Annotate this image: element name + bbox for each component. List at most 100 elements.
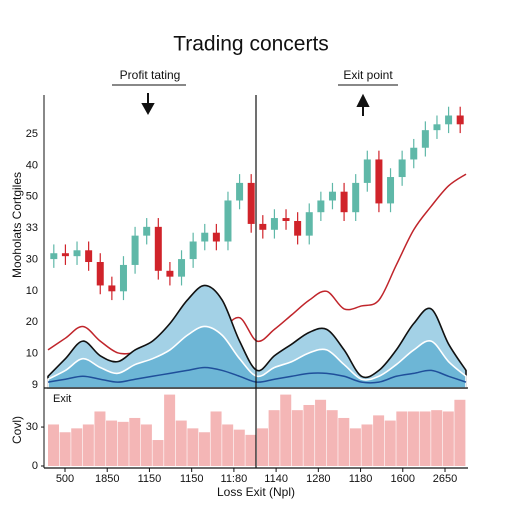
bar <box>94 411 106 466</box>
candle-body <box>410 147 418 160</box>
bar <box>315 399 327 466</box>
candle-body <box>270 218 278 230</box>
y-tick-label: 20 <box>26 316 38 328</box>
panel-label: Exit <box>53 393 71 405</box>
candle-body <box>178 259 186 277</box>
bar <box>454 399 466 466</box>
x-tick-label: 2650 <box>433 473 457 485</box>
candle-body <box>236 182 244 201</box>
candle-body <box>317 200 325 213</box>
x-axis-title: Loss Exit (Npl) <box>217 485 295 499</box>
bar <box>338 417 350 466</box>
bar <box>280 394 292 466</box>
x-tick-label: 1150 <box>138 473 162 485</box>
y-tick-label: 50 <box>26 191 38 203</box>
candle-body <box>259 223 267 230</box>
arrow-up <box>356 93 370 116</box>
x-tick-label: 1280 <box>306 473 330 485</box>
bar <box>187 428 199 466</box>
candle-body <box>119 264 127 292</box>
bar <box>175 420 187 466</box>
candle-body <box>131 235 139 265</box>
bar <box>59 432 71 466</box>
x-tick-label: 1600 <box>391 473 415 485</box>
y-axis-title: Covl) <box>10 416 24 444</box>
candle-body <box>328 191 336 201</box>
candle-body <box>166 270 174 277</box>
y-tick-label: 10 <box>26 285 38 297</box>
candle-body <box>398 159 406 178</box>
candle-body <box>154 226 162 271</box>
candle-body <box>96 262 104 286</box>
bar <box>419 411 431 466</box>
bar <box>48 424 60 466</box>
y-tick-label: 9 <box>32 379 38 391</box>
bar <box>303 404 315 466</box>
bar <box>106 420 118 466</box>
candle-body <box>224 200 232 242</box>
bar <box>117 421 129 466</box>
candle-body <box>445 115 453 125</box>
line <box>47 173 467 355</box>
y-tick-label: 10 <box>26 348 38 360</box>
candle-body <box>50 253 58 260</box>
candle-body <box>387 177 395 204</box>
candle-body <box>294 220 302 236</box>
bar <box>373 415 385 466</box>
y-tick-label: 0 <box>32 460 38 472</box>
candle-body <box>363 159 371 183</box>
candle-body <box>282 218 290 221</box>
bar <box>210 411 222 466</box>
candle-body <box>108 285 116 292</box>
bar <box>245 434 257 466</box>
candle-body <box>201 232 209 242</box>
candle-body <box>61 253 69 257</box>
x-tick-label: 500 <box>56 473 74 485</box>
bar <box>442 411 454 466</box>
candle-body <box>143 226 151 236</box>
y-tick-label: 30 <box>26 421 38 433</box>
line <box>47 366 467 384</box>
y-tick-label: 25 <box>26 128 38 140</box>
y-tick-label: 40 <box>26 159 38 171</box>
bar <box>233 429 245 466</box>
candle-body <box>73 250 81 257</box>
y-axis-title: Mooholats Cortgiles <box>10 172 24 278</box>
bar <box>164 394 176 466</box>
y-tick-label: 33 <box>26 222 38 234</box>
bar <box>396 411 408 466</box>
x-tick-label: 11:80 <box>221 473 248 485</box>
bar <box>431 410 443 466</box>
bar <box>82 424 94 466</box>
bar <box>198 432 210 466</box>
bar <box>407 411 419 466</box>
chart-title: Trading concerts <box>173 33 329 56</box>
bar <box>291 410 303 466</box>
candle-body <box>456 115 464 125</box>
bar <box>257 428 269 466</box>
plot: 25 40 50 33 30 10 20 10 9 0 30 <box>26 106 467 472</box>
candle-body <box>247 182 255 224</box>
candle-body <box>340 191 348 213</box>
bar <box>326 410 338 466</box>
arrow-down <box>141 93 155 116</box>
x-tick-label: 1180 <box>349 473 373 485</box>
candle-body <box>189 241 197 260</box>
candle-body <box>433 124 441 131</box>
annotation: Profit tating <box>120 68 181 82</box>
candle-body <box>212 232 220 242</box>
bar <box>268 410 280 466</box>
x-tick-label: 1150 <box>180 473 204 485</box>
candle-body <box>352 182 360 213</box>
candle-body <box>85 250 93 263</box>
x-tick-label: 1850 <box>95 473 119 485</box>
candle-body <box>305 212 313 236</box>
bar <box>384 420 396 466</box>
bar <box>361 424 373 466</box>
bar <box>71 428 83 466</box>
x-tick-label: 1140 <box>264 473 288 485</box>
annotation: Exit point <box>343 68 393 82</box>
candle-body <box>375 159 383 204</box>
bar <box>222 424 234 466</box>
